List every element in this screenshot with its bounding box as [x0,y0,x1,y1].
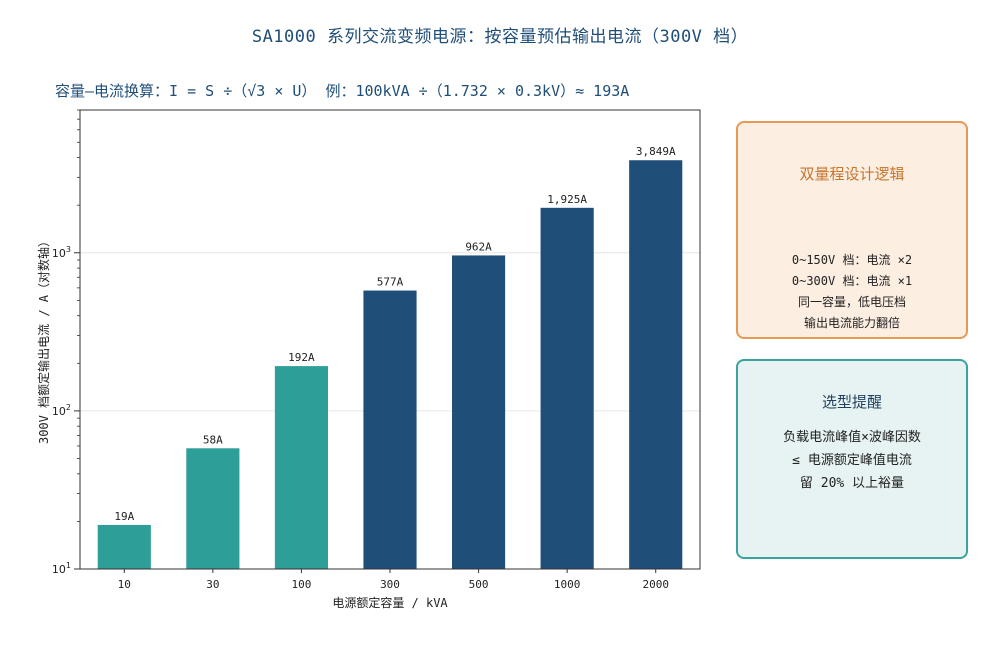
y-tick-label: 102 [52,403,71,418]
dual-range-logic-panel: 双量程设计逻辑 0~150V 档：电流 ×2 0~300V 档：电流 ×1 同一… [736,121,968,339]
x-tick-label: 10 [118,578,131,591]
bar [363,290,417,569]
x-tick-label: 1000 [554,578,581,591]
data-label: 962A [465,240,492,253]
tip-line: 负载电流峰值×波峰因数 [783,430,921,445]
x-tick-label: 300 [380,578,400,591]
bar [274,366,328,569]
logic-line: 同一容量，低电压档 [797,295,906,309]
data-label: 577A [377,276,404,289]
logic-line: 输出电流能力翻倍 [803,316,900,330]
data-label: 3,849A [636,145,676,158]
y-axis-label: 300V 档额定输出电流 / A（对数轴） [36,235,51,444]
logic-panel-title: 双量程设计逻辑 [799,165,905,183]
x-axis-label: 电源额定容量 / kVA [332,595,448,610]
x-tick-label: 30 [206,578,219,591]
chart-title: SA1000 系列交流变频电源：按容量预估输出电流（300V 档） [251,27,749,47]
logic-line: 0~150V 档：电流 ×2 [791,253,913,267]
y-tick-label: 101 [52,561,71,576]
x-tick-label: 100 [291,578,311,591]
x-tick-label: 2000 [642,578,669,591]
data-label: 58A [203,433,223,446]
bar [629,160,683,569]
bar [452,255,506,569]
bar [97,524,151,569]
bar [540,207,594,569]
data-label: 192A [288,351,315,364]
x-tick-label: 500 [469,578,489,591]
formula-subtitle: 容量—电流换算：I = S ÷（√3 × U） 例：100kVA ÷（1.732… [55,82,630,100]
tip-line: ≤ 电源额定峰值电流 [792,453,912,468]
tip-panel-lines: 负载电流峰值×波峰因数 ≤ 电源额定峰值电流 留 20% 以上裕量 [738,426,966,495]
bar [186,448,240,569]
plot-frame [79,109,701,570]
tip-panel-title: 选型提醒 [821,393,882,411]
y-tick-label: 103 [52,245,71,260]
tip-line: 留 20% 以上裕量 [799,476,905,491]
logic-line: 0~300V 档：电流 ×1 [791,274,913,288]
data-label: 19A [114,510,134,523]
selection-tip-panel: 选型提醒 负载电流峰值×波峰因数 ≤ 电源额定峰值电流 留 20% 以上裕量 [736,359,968,559]
logic-panel-lines: 0~150V 档：电流 ×2 0~300V 档：电流 ×1 同一容量，低电压档 … [738,250,966,334]
data-label: 1,925A [547,193,587,206]
